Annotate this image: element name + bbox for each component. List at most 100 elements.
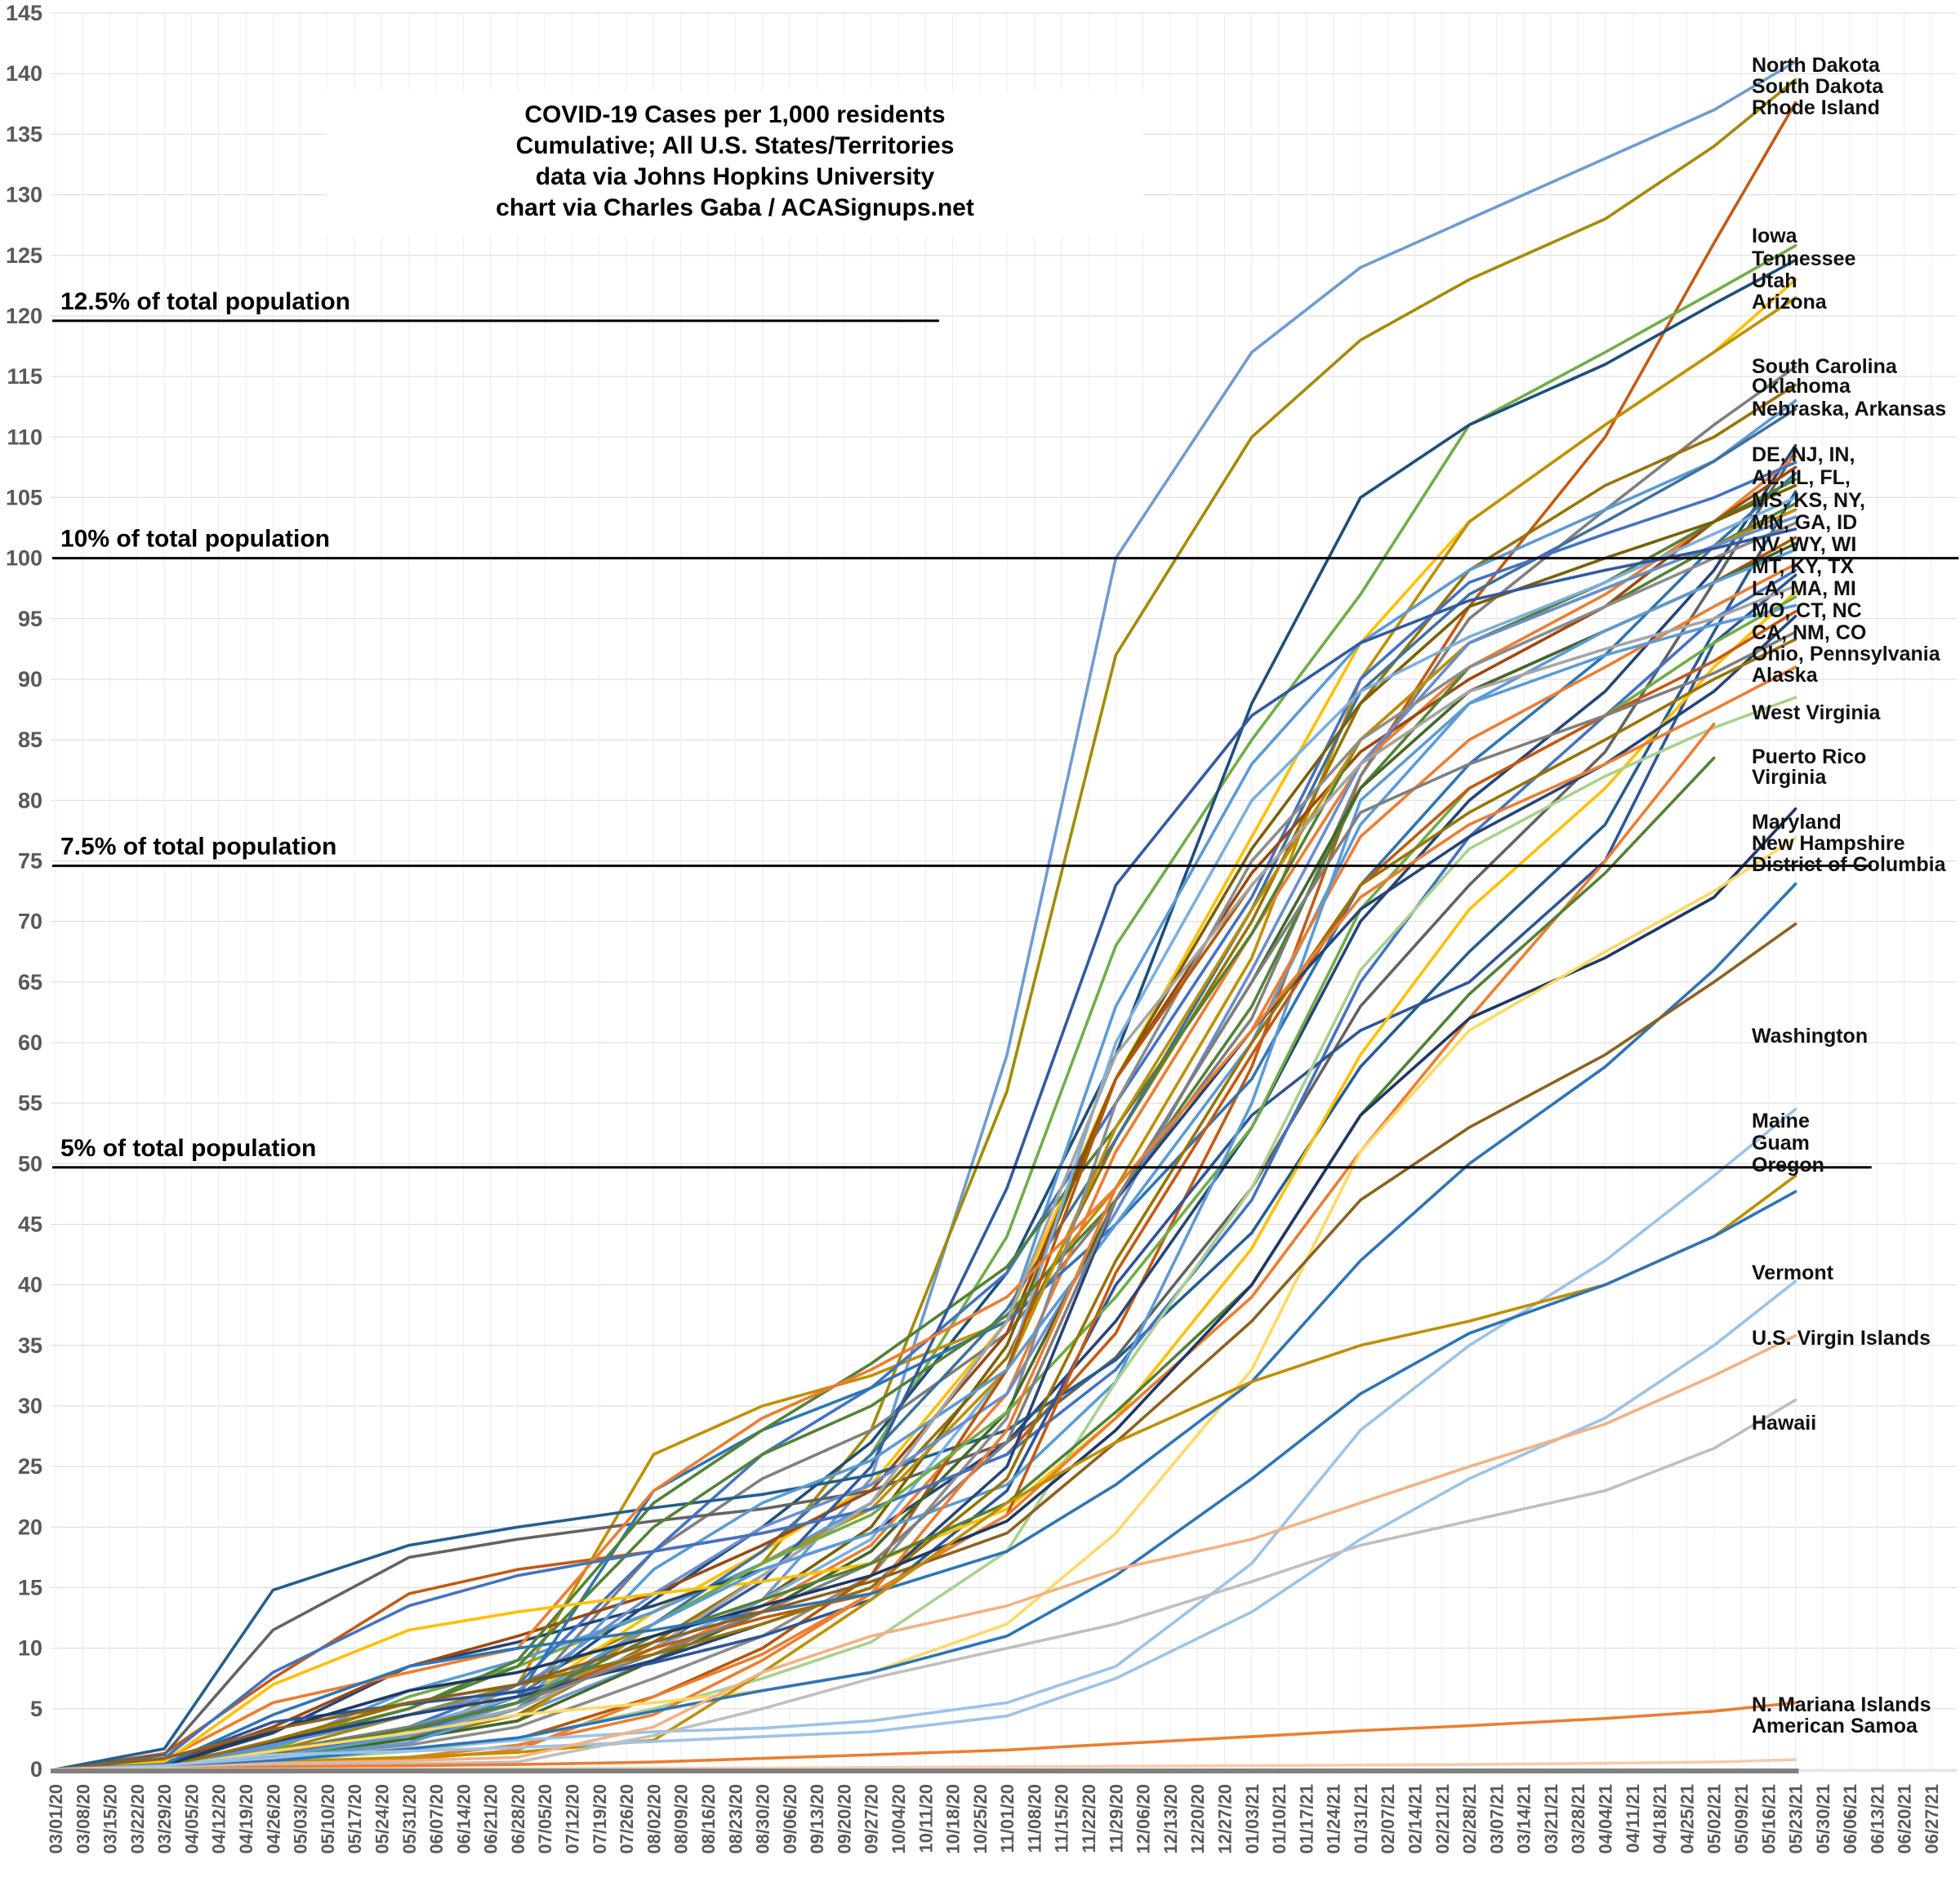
x-tick-label: 03/29/20 (154, 1784, 175, 1854)
series-label: South Carolina (1752, 355, 1898, 378)
x-tick-label: 06/14/20 (453, 1784, 474, 1854)
x-tick-label: 04/12/20 (209, 1784, 229, 1854)
y-tick-label: 130 (6, 183, 42, 207)
x-tick-label: 03/01/20 (46, 1784, 66, 1854)
x-tick-label: 02/07/21 (1378, 1784, 1398, 1854)
x-tick-label: 09/06/20 (780, 1784, 800, 1854)
reference-lines: 12.5% of total population 10% of total po… (52, 288, 1959, 1169)
x-tick-label: 10/18/20 (943, 1784, 964, 1854)
data-series-lines (54, 60, 1797, 1771)
series-line-vermont (54, 1279, 1797, 1771)
chart-title-line4: chart via Charles Gaba / ACASignups.net (496, 194, 974, 221)
y-tick-label: 120 (6, 304, 42, 328)
x-tick-label: 07/19/20 (590, 1784, 610, 1854)
series-label: MT, KY, TX (1752, 555, 1854, 578)
y-tick-label: 70 (18, 910, 42, 934)
x-tick-label: 08/23/20 (725, 1784, 746, 1854)
y-tick-label: 40 (18, 1273, 42, 1297)
series-label: NV, WY, WI (1752, 533, 1856, 556)
x-tick-label: 04/26/20 (263, 1784, 283, 1854)
x-tick-label: 05/02/21 (1704, 1784, 1725, 1854)
series-label: Maine (1752, 1110, 1810, 1132)
series-label: DE, NJ, IN, (1752, 443, 1855, 466)
series-line-delaware (54, 443, 1797, 1771)
series-line-u-s-virgin-islands (54, 1334, 1797, 1771)
series-line-maryland (54, 807, 1797, 1771)
series-label: Tennessee (1752, 247, 1855, 270)
series-label: Alaska (1752, 664, 1819, 687)
x-tick-label: 01/24/21 (1324, 1784, 1344, 1854)
y-tick-label: 95 (18, 607, 42, 631)
series-label: Utah (1752, 269, 1797, 292)
series-line-connecticut (54, 590, 1797, 1771)
x-tick-label: 05/10/20 (318, 1784, 338, 1854)
y-tick-label: 20 (18, 1515, 42, 1539)
x-tick-label: 06/21/20 (481, 1784, 501, 1854)
x-tick-label: 06/27/21 (1922, 1784, 1942, 1854)
x-tick-label: 12/06/20 (1134, 1784, 1154, 1854)
x-axis-tick-labels: 03/01/20 03/08/20 03/15/20 03/22/20 03/29/20… (46, 1784, 1942, 1854)
series-line-nevada (54, 515, 1797, 1771)
y-tick-label: 45 (18, 1212, 42, 1236)
ref-line-label: 7.5% of total population (60, 833, 336, 860)
series-line-ohio (54, 630, 1797, 1771)
x-tick-label: 03/21/21 (1541, 1784, 1561, 1854)
series-label: New Hampshire (1752, 832, 1905, 855)
x-tick-label: 05/03/20 (291, 1784, 311, 1854)
series-label: AL, IL, FL, (1752, 466, 1851, 489)
series-line-new-hampshire (54, 836, 1797, 1771)
series-label: LA, MA, MI (1752, 577, 1856, 600)
x-tick-label: 01/17/21 (1296, 1784, 1316, 1854)
ref-line-label: 12.5% of total population (60, 288, 350, 315)
chart-title-line2: Cumulative; All U.S. States/Territories (515, 132, 955, 159)
series-line-colorado (54, 614, 1797, 1771)
series-label: N. Mariana Islands (1752, 1693, 1931, 1716)
y-tick-label: 35 (18, 1333, 42, 1358)
x-tick-label: 08/02/20 (644, 1784, 664, 1854)
chart-title-line1: COVID-19 Cases per 1,000 residents (524, 101, 946, 128)
series-line-district-of-columbia (54, 882, 1797, 1771)
series-label: West Virginia (1752, 701, 1882, 724)
series-label: Washington (1752, 1025, 1868, 1048)
series-line-guam (54, 1174, 1797, 1771)
y-tick-label: 90 (18, 667, 42, 692)
x-tick-label: 05/30/21 (1813, 1784, 1833, 1854)
series-label: MN, GA, ID (1752, 511, 1857, 534)
y-tick-label: 25 (18, 1454, 42, 1479)
x-tick-label: 04/04/21 (1596, 1784, 1616, 1854)
x-tick-label: 08/16/20 (698, 1784, 719, 1854)
series-label: MO, CT, NC (1752, 599, 1862, 622)
y-tick-label: 10 (18, 1636, 42, 1661)
series-line-california (54, 603, 1797, 1771)
series-line-hawaii (54, 1398, 1797, 1771)
y-tick-label: 30 (18, 1394, 42, 1418)
x-tick-label: 03/14/21 (1514, 1784, 1535, 1854)
y-tick-label: 85 (18, 727, 42, 752)
x-tick-label: 05/16/21 (1758, 1784, 1779, 1854)
y-tick-label: 60 (18, 1030, 42, 1055)
ref-line-label: 10% of total population (60, 526, 330, 553)
x-tick-label: 12/13/20 (1160, 1784, 1181, 1854)
series-label: District of Columbia (1752, 853, 1947, 876)
y-tick-label: 50 (18, 1151, 42, 1176)
x-tick-label: 10/11/20 (915, 1784, 936, 1853)
series-label: U.S. Virgin Islands (1752, 1327, 1931, 1350)
y-tick-label: 65 (18, 970, 42, 994)
x-tick-label: 09/20/20 (834, 1784, 854, 1854)
series-label: CA, NM, CO (1752, 621, 1866, 644)
series-label: Arizona (1752, 291, 1828, 314)
series-label: North Dakota (1752, 54, 1881, 77)
y-tick-label: 105 (6, 485, 42, 509)
series-label: Guam (1752, 1132, 1810, 1155)
y-tick-label: 135 (6, 122, 42, 146)
y-tick-label: 110 (7, 425, 42, 449)
x-tick-label: 04/18/21 (1650, 1784, 1670, 1854)
x-tick-label: 08/09/20 (671, 1784, 692, 1854)
chart-title-line3: data via Johns Hopkins University (535, 163, 935, 190)
x-tick-label: 03/28/21 (1568, 1784, 1588, 1854)
y-tick-label: 140 (6, 61, 42, 86)
series-line-louisiana (54, 563, 1797, 1771)
x-tick-label: 05/17/20 (345, 1784, 365, 1854)
